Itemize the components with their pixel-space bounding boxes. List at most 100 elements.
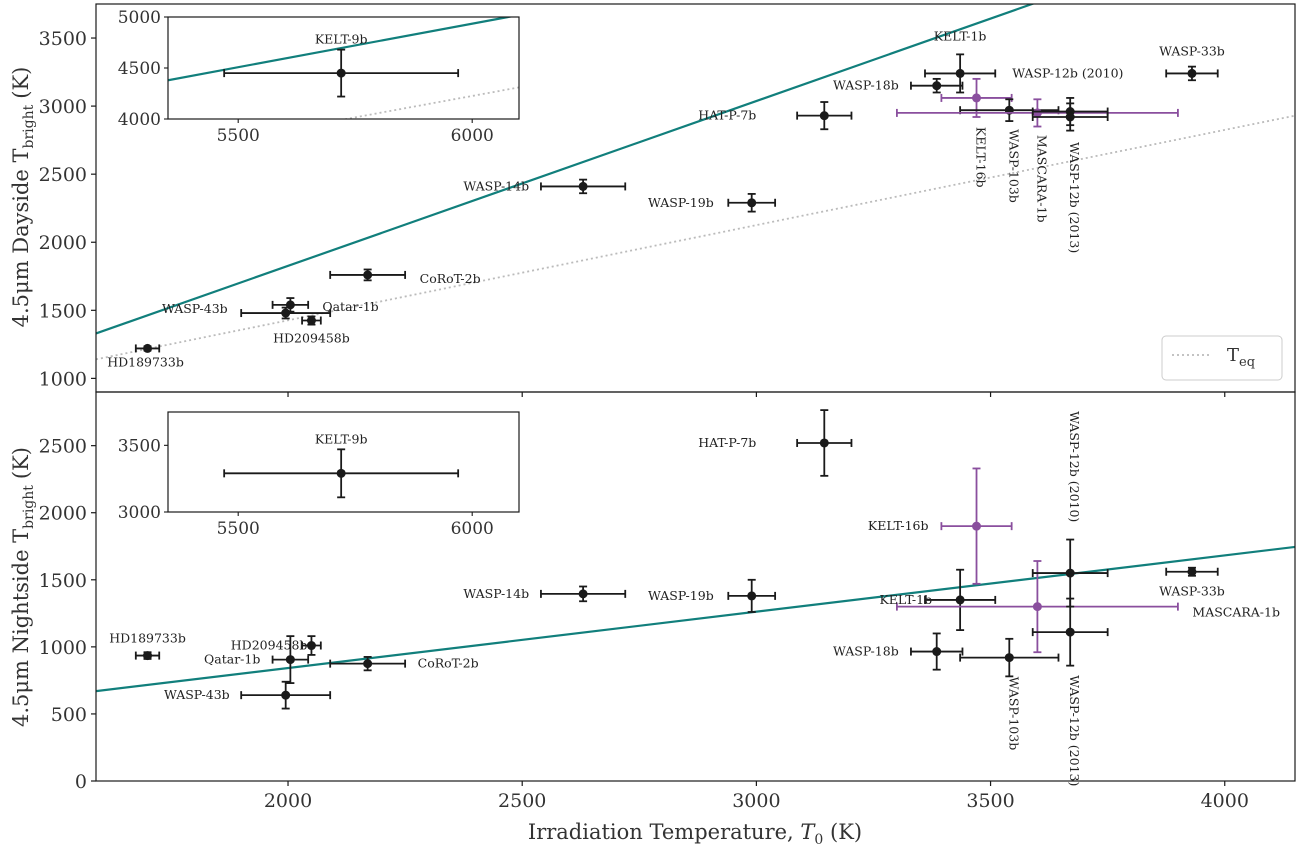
planet-point	[959, 637, 1060, 678]
planet-point	[727, 193, 777, 213]
fit-line	[96, 545, 1295, 693]
planet-point	[301, 315, 322, 326]
planet-label: WASP-14b	[463, 586, 529, 601]
y-tick-label: 2000	[39, 503, 87, 525]
planet-label: WASP-33b	[1159, 584, 1225, 599]
data-marker	[932, 81, 942, 91]
data-marker	[819, 111, 829, 121]
planet-label: CoRoT-2b	[418, 656, 479, 671]
planet-point	[940, 467, 1013, 585]
planet-point	[329, 268, 407, 282]
planet-point	[134, 343, 161, 353]
data-marker	[819, 438, 829, 448]
planet-label: WASP-12b (2010)	[1012, 66, 1123, 81]
axes-frame	[95, 391, 1296, 782]
planet-label: KELT-1b	[934, 28, 987, 43]
panel-top: HD189733b WASP-43b Qatar-1b HD209458b CoRoT-…	[39, 3, 1296, 397]
planet-label: HD209458b	[273, 331, 350, 346]
inset-x-tick-label: 5500	[217, 519, 260, 539]
plot-area-top	[96, 4, 1295, 361]
planet-label: WASP-19b	[648, 588, 714, 603]
data-marker	[336, 68, 346, 78]
x-tick-label: 3000	[732, 790, 780, 812]
data-marker	[281, 690, 291, 700]
data-marker	[578, 589, 588, 599]
planet-label: WASP-43b	[164, 687, 230, 702]
planet-label: MASCARA-1b	[1034, 135, 1049, 223]
planet-label: KELT-9b	[315, 431, 368, 446]
planet-point	[910, 77, 964, 94]
plot-area-bottom	[96, 409, 1295, 710]
planet-point	[223, 48, 460, 98]
planet-label: KELT-16b	[868, 518, 929, 533]
planet-point	[727, 578, 777, 613]
planet-point	[924, 53, 997, 94]
planet-label: WASP-18b	[833, 78, 899, 93]
y-tick-label: 2500	[39, 164, 87, 186]
data-marker	[306, 316, 316, 326]
y-tick-label: 0	[75, 771, 87, 793]
planet-label: WASP-33b	[1159, 43, 1225, 58]
planet-label: HAT-P-7b	[698, 108, 756, 123]
planet-point	[796, 101, 853, 131]
fit-line	[96, 4, 1036, 335]
planet-label: WASP-103b	[1006, 129, 1021, 203]
planet-label: HAT-P-7b	[698, 435, 756, 450]
inset-y-tick-label: 4500	[118, 59, 161, 79]
inset-x-tick-label: 5500	[217, 126, 260, 146]
inset-y-tick-label: 4000	[118, 110, 161, 130]
teq-line	[96, 114, 1295, 361]
y-tick-label: 1000	[39, 368, 87, 390]
legend: Teq	[1161, 335, 1283, 381]
data-marker	[1187, 567, 1197, 577]
planet-point	[1165, 566, 1219, 577]
data-marker	[1065, 627, 1075, 637]
planet-label: WASP-14b	[463, 178, 529, 193]
planet-point	[240, 306, 332, 320]
x-tick-label: 2500	[498, 790, 546, 812]
data-marker	[1032, 108, 1042, 118]
planet-label: KELT-16b	[974, 127, 989, 188]
data-marker	[363, 270, 373, 280]
planet-label: WASP-103b	[1006, 677, 1021, 751]
planet-point	[895, 98, 1179, 128]
inset-plot-area	[223, 448, 460, 499]
planet-label: KELT-1b	[879, 592, 932, 607]
inset-plot-area	[168, 17, 519, 119]
data-marker	[578, 181, 588, 191]
data-marker	[1065, 112, 1075, 122]
planet-label: WASP-12b (2013)	[1067, 142, 1082, 253]
data-marker	[1187, 68, 1197, 78]
y-tick-label: 1500	[39, 570, 87, 592]
planet-label: HD189733b	[107, 354, 184, 369]
planet-point	[895, 560, 1179, 654]
data-marker	[972, 93, 982, 103]
planet-label: Qatar-1b	[322, 299, 378, 314]
inset-x-tick-label: 6000	[451, 126, 494, 146]
y-axis-title-bottom: 4.5μm Nightside Tbright(K)	[9, 447, 37, 727]
fit-line	[168, 17, 515, 82]
planet-point	[223, 448, 460, 499]
x-tick-label: 3500	[966, 790, 1014, 812]
inset-background	[168, 17, 519, 119]
planet-point	[1031, 102, 1109, 132]
planet-label: MASCARA-1b	[1192, 605, 1280, 620]
y-tick-label: 1000	[39, 637, 87, 659]
data-marker	[1032, 602, 1042, 612]
planet-label: CoRoT-2b	[420, 271, 481, 286]
data-marker	[285, 300, 295, 310]
legend-label: Teq	[1227, 345, 1255, 370]
inset-y-tick-label: 3500	[118, 436, 161, 456]
planet-label: WASP-12b (2010)	[1067, 411, 1082, 522]
planet-label: HD209458b	[231, 638, 308, 653]
planet-point	[940, 77, 1013, 118]
y-tick-label: 1500	[39, 300, 87, 322]
y-tick-label: 500	[51, 704, 87, 726]
planet-point	[240, 680, 332, 710]
planet-point	[1031, 538, 1109, 608]
planet-point	[540, 178, 627, 195]
y-tick-label: 3500	[39, 28, 87, 50]
planet-point	[271, 635, 310, 684]
data-marker	[747, 198, 757, 208]
